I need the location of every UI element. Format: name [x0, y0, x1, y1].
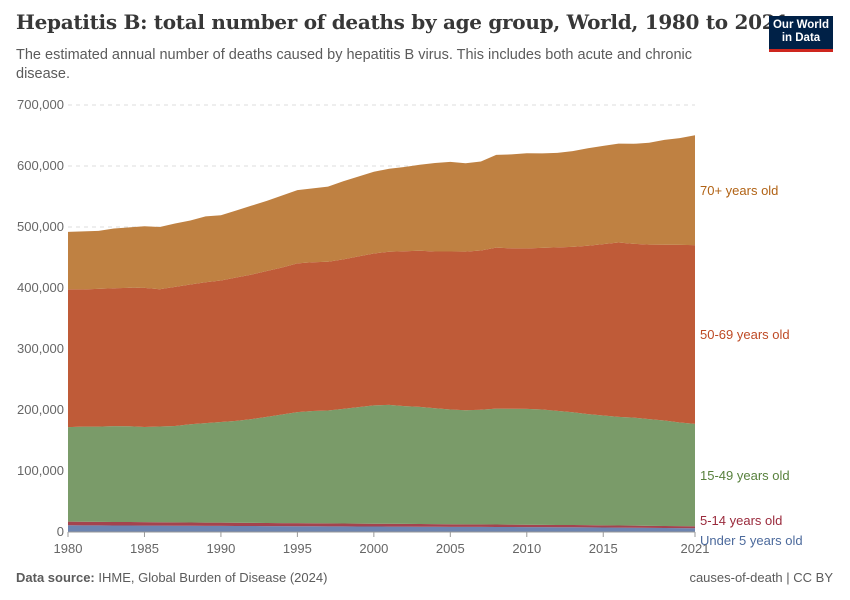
x-tick-label: 1995 — [283, 541, 312, 556]
area-50-69-years-old — [68, 242, 695, 428]
area-5-14-years-old — [68, 521, 695, 529]
y-tick-label: 0 — [57, 524, 64, 539]
x-tick-label: 2021 — [681, 541, 710, 556]
x-tick-label: 2015 — [589, 541, 618, 556]
owid-logo[interactable]: Our World in Data — [769, 16, 833, 52]
series-label: 50-69 years old — [700, 327, 790, 342]
y-tick-label: 700,000 — [17, 97, 64, 112]
source-label: Data source: — [16, 570, 95, 585]
series-label: Under 5 years old — [700, 533, 803, 548]
x-tick-label: 2010 — [512, 541, 541, 556]
x-tick-label: 1990 — [206, 541, 235, 556]
area-15-49-years-old — [68, 404, 695, 527]
y-tick-label: 400,000 — [17, 280, 64, 295]
y-tick-label: 200,000 — [17, 402, 64, 417]
area-70-years-old — [68, 135, 695, 290]
x-tick-label: 2000 — [359, 541, 388, 556]
y-tick-label: 100,000 — [17, 463, 64, 478]
x-tick-label: 1985 — [130, 541, 159, 556]
series-label: 70+ years old — [700, 183, 778, 198]
license-info[interactable]: causes-of-death | CC BY — [689, 570, 833, 585]
area-under-5-years-old — [68, 525, 695, 532]
y-tick-label: 500,000 — [17, 219, 64, 234]
series-label: 5-14 years old — [700, 513, 782, 528]
y-tick-label: 600,000 — [17, 158, 64, 173]
y-tick-label: 300,000 — [17, 341, 64, 356]
x-tick-label: 2005 — [436, 541, 465, 556]
series-label: 15-49 years old — [700, 468, 790, 483]
data-source: Data source: IHME, Global Burden of Dise… — [16, 570, 327, 585]
source-text[interactable]: IHME, Global Burden of Disease (2024) — [98, 570, 328, 585]
logo-text: Our World in Data — [772, 19, 829, 44]
chart-title: Hepatitis B: total number of deaths by a… — [16, 10, 789, 34]
chart-subtitle: The estimated annual number of deaths ca… — [16, 47, 692, 82]
x-tick-label: 1980 — [54, 541, 83, 556]
